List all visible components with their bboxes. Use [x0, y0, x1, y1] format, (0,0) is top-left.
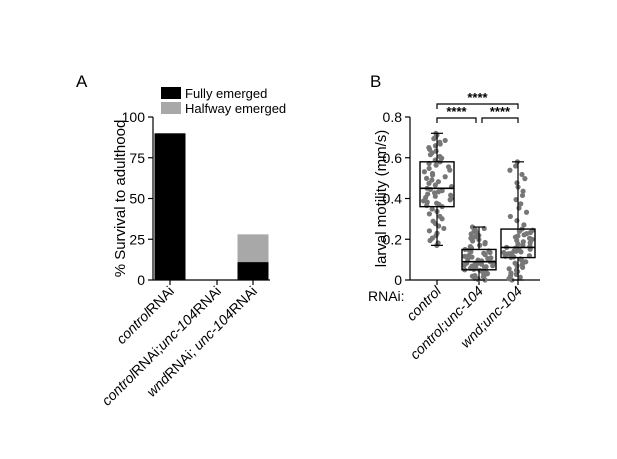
- data-point: [429, 177, 435, 183]
- data-point: [433, 162, 439, 168]
- significance-label: ****: [490, 104, 511, 119]
- data-point: [432, 182, 438, 188]
- data-point: [519, 261, 525, 268]
- significance-bracket: [481, 117, 519, 123]
- data-point: [477, 242, 483, 248]
- significance-label: ****: [467, 90, 488, 105]
- data-point: [429, 206, 435, 212]
- y-tick-label: 75: [129, 150, 145, 166]
- panel-a-label: A: [76, 72, 88, 91]
- y-tick-label: 0: [137, 272, 145, 288]
- data-point: [522, 176, 528, 182]
- data-point: [512, 260, 518, 266]
- data-point: [521, 222, 527, 228]
- data-point: [515, 233, 521, 239]
- data-point: [507, 213, 513, 220]
- data-point: [448, 192, 454, 198]
- data-point: [472, 272, 478, 279]
- data-point: [442, 174, 448, 180]
- panel-b: B 0 0.2 0.4 0.6 0.8 larval motility (mm/s) RNA…: [368, 72, 540, 362]
- y-tick-label: 50: [129, 191, 145, 207]
- data-point: [520, 239, 526, 245]
- y-tick-label: 100: [122, 109, 146, 125]
- data-point: [424, 175, 430, 181]
- data-point: [508, 270, 514, 276]
- legend-swatch: [161, 102, 181, 114]
- data-point: [517, 274, 523, 280]
- significance-label: ****: [446, 104, 467, 119]
- data-point: [526, 235, 533, 241]
- legend-swatch: [161, 87, 181, 99]
- bar: [237, 234, 269, 263]
- legend-label: Fully emerged: [185, 86, 267, 101]
- data-point: [426, 165, 432, 172]
- data-point: [426, 228, 433, 234]
- data-point: [520, 188, 526, 194]
- bar: [237, 262, 269, 280]
- y-axis-label: larval motility (mm/s): [373, 130, 390, 268]
- panel-b-points: [420, 130, 536, 283]
- panel-b-label: B: [370, 72, 381, 91]
- data-point: [439, 188, 445, 194]
- data-point: [442, 137, 448, 144]
- data-point: [437, 153, 443, 160]
- data-point: [506, 266, 512, 272]
- significance-bracket: [436, 117, 477, 123]
- y-tick-label: 0.2: [383, 231, 403, 247]
- data-point: [430, 218, 436, 224]
- data-point: [466, 252, 472, 259]
- data-point: [467, 244, 473, 250]
- data-point: [434, 200, 440, 206]
- data-point: [421, 169, 427, 175]
- data-point: [501, 249, 507, 256]
- data-point: [483, 264, 489, 270]
- x-category-label: control: [403, 282, 445, 324]
- data-point: [425, 191, 431, 197]
- data-point: [507, 167, 513, 173]
- data-point: [431, 190, 438, 196]
- data-point: [481, 250, 487, 256]
- data-point: [519, 171, 525, 178]
- panel-a-bars: [154, 133, 269, 280]
- data-point: [462, 253, 468, 259]
- data-point: [523, 209, 530, 215]
- panel-b-boxes: [419, 132, 536, 281]
- data-point: [519, 192, 526, 199]
- data-point: [445, 164, 452, 170]
- y-axis-label: % Survival to adulthood: [112, 120, 129, 278]
- data-point: [441, 225, 447, 232]
- data-point: [513, 197, 519, 203]
- panel-b-significance: **** ********: [436, 90, 519, 123]
- data-point: [435, 179, 442, 185]
- data-point: [514, 180, 520, 186]
- box: [461, 248, 497, 271]
- y-tick-label: 0.4: [383, 191, 403, 207]
- box: [419, 161, 455, 208]
- data-point: [433, 148, 439, 154]
- legend-label: Halfway emerged: [185, 101, 286, 116]
- data-point: [429, 170, 436, 177]
- data-point: [426, 144, 432, 151]
- data-point: [518, 201, 524, 207]
- data-point: [488, 255, 494, 261]
- data-point: [437, 213, 443, 219]
- y-tick-label: 0: [394, 272, 402, 288]
- data-point: [513, 163, 519, 169]
- data-point: [426, 211, 432, 217]
- data-point: [469, 224, 476, 230]
- y-tick-label: 0.6: [383, 150, 403, 166]
- significance-bracket: [436, 103, 519, 109]
- y-tick-label: 25: [129, 231, 145, 247]
- data-point: [437, 139, 443, 145]
- data-point: [468, 235, 474, 241]
- data-point: [482, 239, 488, 246]
- y-tick-label: 0.8: [383, 109, 403, 125]
- bar: [154, 133, 186, 280]
- data-point: [514, 218, 520, 224]
- box: [500, 228, 536, 259]
- x-axis-label: RNAi:: [368, 288, 405, 304]
